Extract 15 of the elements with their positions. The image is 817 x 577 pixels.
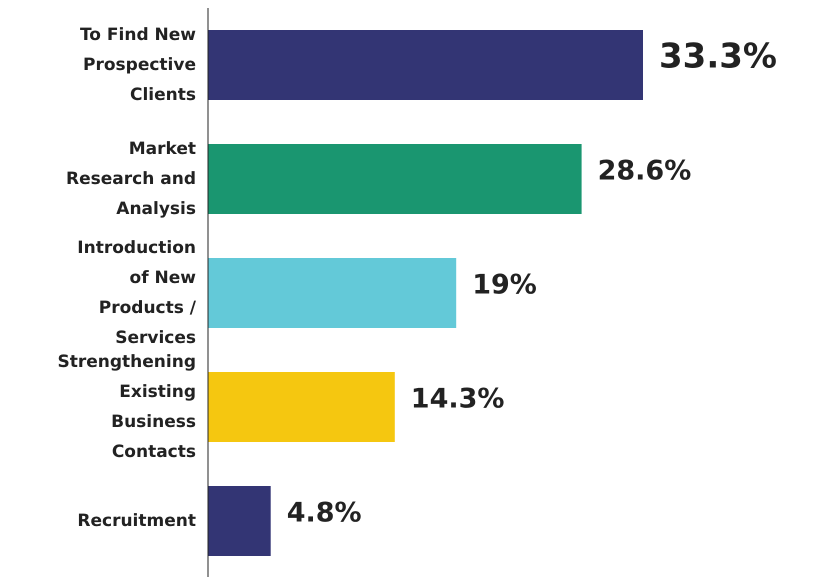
bar	[208, 30, 643, 100]
bar	[208, 144, 582, 214]
data-label: 19%	[472, 269, 537, 300]
y-tick-label: Introduction of New Products / Services	[77, 238, 197, 348]
data-label: 28.6%	[598, 155, 692, 186]
bar	[208, 258, 456, 328]
y-tick-label: To Find New Prospective Clients	[80, 24, 196, 105]
y-tick-label: Market Research and Analysis	[66, 138, 196, 219]
data-label: 4.8%	[286, 497, 362, 528]
bar	[208, 372, 395, 442]
y-tick-label: Strengthening Existing Business Contacts	[57, 352, 196, 462]
bar	[208, 486, 271, 556]
data-label: 33.3%	[659, 36, 777, 76]
y-tick-label: Recruitment	[77, 510, 196, 531]
data-label: 14.3%	[410, 383, 504, 414]
